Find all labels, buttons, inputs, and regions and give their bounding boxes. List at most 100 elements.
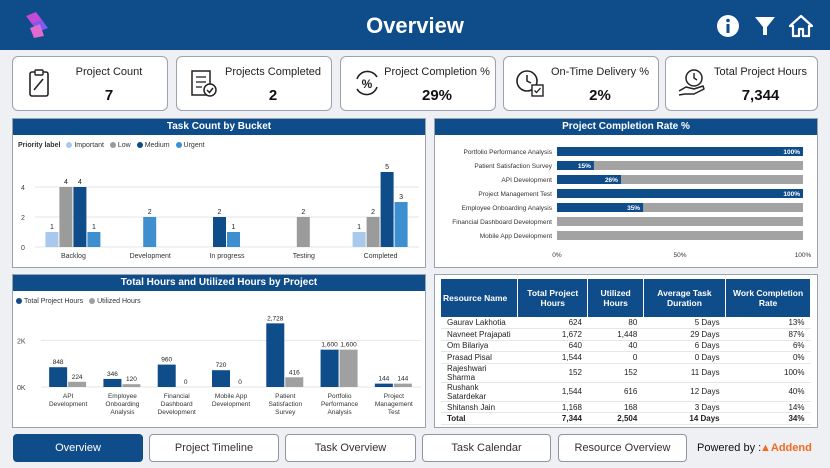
hand-clock-icon <box>678 69 705 96</box>
panel-title: Task Count by Bucket <box>13 119 425 135</box>
x-tick-label: Test <box>388 409 400 416</box>
table-cell: Rushank Satardekar <box>441 382 518 402</box>
table-total-row: Total 7,344 2,504 14 Days 34% <box>441 412 811 426</box>
data-label: 100% <box>783 191 800 198</box>
data-label: 2 <box>218 209 222 216</box>
nav-button-project-timeline[interactable]: Project Timeline <box>149 434 279 462</box>
table-cell: Gaurav Lakhotia <box>441 317 518 330</box>
bar <box>380 172 394 247</box>
x-tick-label: Development <box>49 401 87 408</box>
chart-legend: Priority label Important Low Medium Urge… <box>18 142 205 149</box>
task-count-panel: Task Count by Bucket Priority label Impo… <box>12 118 426 268</box>
hours-panel: Total Hours and Utilized Hours by Projec… <box>12 274 426 428</box>
bar <box>394 202 408 247</box>
kpi-value: 29% <box>421 87 453 104</box>
y-tick-label: 0 <box>21 245 25 252</box>
bar <box>157 364 176 387</box>
table-cell: 1,448 <box>587 328 644 341</box>
table-cell: 13% <box>725 317 811 330</box>
bar <box>49 367 68 387</box>
data-label: 4 <box>78 179 82 186</box>
column-header[interactable]: Total Project Hours <box>517 279 589 317</box>
table-cell: 40 <box>587 340 644 353</box>
legend-item: Urgent <box>183 142 205 149</box>
data-label: 2,728 <box>267 315 284 322</box>
y-tick-label: Mobile App Development <box>480 233 552 240</box>
x-tick-label: Portfolio <box>328 393 352 400</box>
table-cell: Rajeshwari Sharma <box>441 363 518 383</box>
data-label: 1 <box>357 224 361 231</box>
table-cell: 1,672 <box>517 328 588 341</box>
nav-button-task-overview[interactable]: Task Overview <box>285 434 416 462</box>
table-cell: 34% <box>725 412 811 426</box>
data-label: 2 <box>371 209 375 216</box>
nav-button-resource-overview[interactable]: Resource Overview <box>558 434 687 462</box>
data-label: 4 <box>64 179 68 186</box>
kpi-value: 7 <box>104 87 114 104</box>
table-cell: 624 <box>517 317 588 330</box>
table-cell: Total <box>441 412 518 426</box>
bar <box>393 383 412 387</box>
x-tick-label: Employee <box>108 393 137 400</box>
bar <box>557 161 594 170</box>
info-icon[interactable] <box>715 13 741 39</box>
bar <box>352 232 366 247</box>
x-tick-label: Analysis <box>327 409 352 416</box>
bar <box>227 232 240 247</box>
x-tick-label: Development <box>130 253 171 260</box>
table-cell: 80 <box>587 317 644 330</box>
table-row: Gaurav Lakhotia 624 80 5 Days 13% <box>441 317 811 330</box>
table-cell: 100% <box>725 363 811 383</box>
x-tick-label: 100% <box>795 252 812 259</box>
page-title: Overview <box>366 13 464 38</box>
legend-item: Low <box>117 142 131 149</box>
bar <box>296 217 310 247</box>
data-label: 346 <box>107 371 118 378</box>
column-header[interactable]: Average Task Duration <box>643 279 727 317</box>
y-tick-label: 2K <box>17 338 26 345</box>
bar <box>374 383 393 387</box>
brand-logo: ▲Addend <box>760 442 812 454</box>
bar <box>339 349 358 387</box>
column-header[interactable]: Work Completion Rate <box>725 279 811 317</box>
filter-icon[interactable] <box>752 13 778 39</box>
x-tick-label: 50% <box>673 252 686 259</box>
table-cell: 616 <box>587 382 644 402</box>
y-tick-label: API Development <box>501 177 552 184</box>
clock-calendar-icon <box>516 70 544 97</box>
table-cell: 1,168 <box>517 401 588 414</box>
x-tick-label: Backlog <box>61 253 86 260</box>
table-cell: 152 <box>587 363 644 383</box>
kpi-card-projects-completed: Projects Completed 2 <box>176 56 332 111</box>
table-cell: 0 <box>587 351 644 364</box>
table-body: Gaurav Lakhotia 624 80 5 Days 13% Navneet Pra… <box>441 317 811 426</box>
clipboard-icon <box>29 69 49 97</box>
task-count-chart: 0 2 4 1 4 4 1 Backlog 2 Development 2 1 In progress 2… <box>21 164 419 260</box>
table-cell: Shitansh Jain <box>441 401 518 414</box>
panel-title: Project Completion Rate % <box>435 119 817 135</box>
data-label: 720 <box>216 362 227 369</box>
x-tick-label: Development <box>212 401 250 408</box>
svg-text:%: % <box>362 77 373 91</box>
x-tick-label: Patient <box>275 393 295 400</box>
table-cell: Om Bilariya <box>441 340 518 353</box>
nav-button-overview[interactable]: Overview <box>13 434 143 462</box>
data-label: 0 <box>184 379 188 386</box>
hours-chart: 0K2K848224APIDevelopment346120EmployeeOn… <box>17 315 421 416</box>
kpi-value: 2 <box>268 87 278 104</box>
column-header[interactable]: Resource Name <box>441 279 519 317</box>
data-label: 1 <box>232 224 236 231</box>
checklist-icon <box>191 70 217 97</box>
table-cell: 11 Days <box>643 363 726 383</box>
bar <box>320 349 339 387</box>
bar <box>73 187 87 247</box>
home-icon[interactable] <box>788 13 814 39</box>
x-tick-label: Project <box>384 393 404 400</box>
bar <box>213 217 226 247</box>
nav-button-task-calendar[interactable]: Task Calendar <box>422 434 551 462</box>
column-header[interactable]: Utilized Hours <box>587 279 644 317</box>
data-label: 2 <box>301 209 305 216</box>
table-cell: Prasad Pisal <box>441 351 518 364</box>
bar <box>45 232 59 247</box>
bar <box>557 147 803 156</box>
